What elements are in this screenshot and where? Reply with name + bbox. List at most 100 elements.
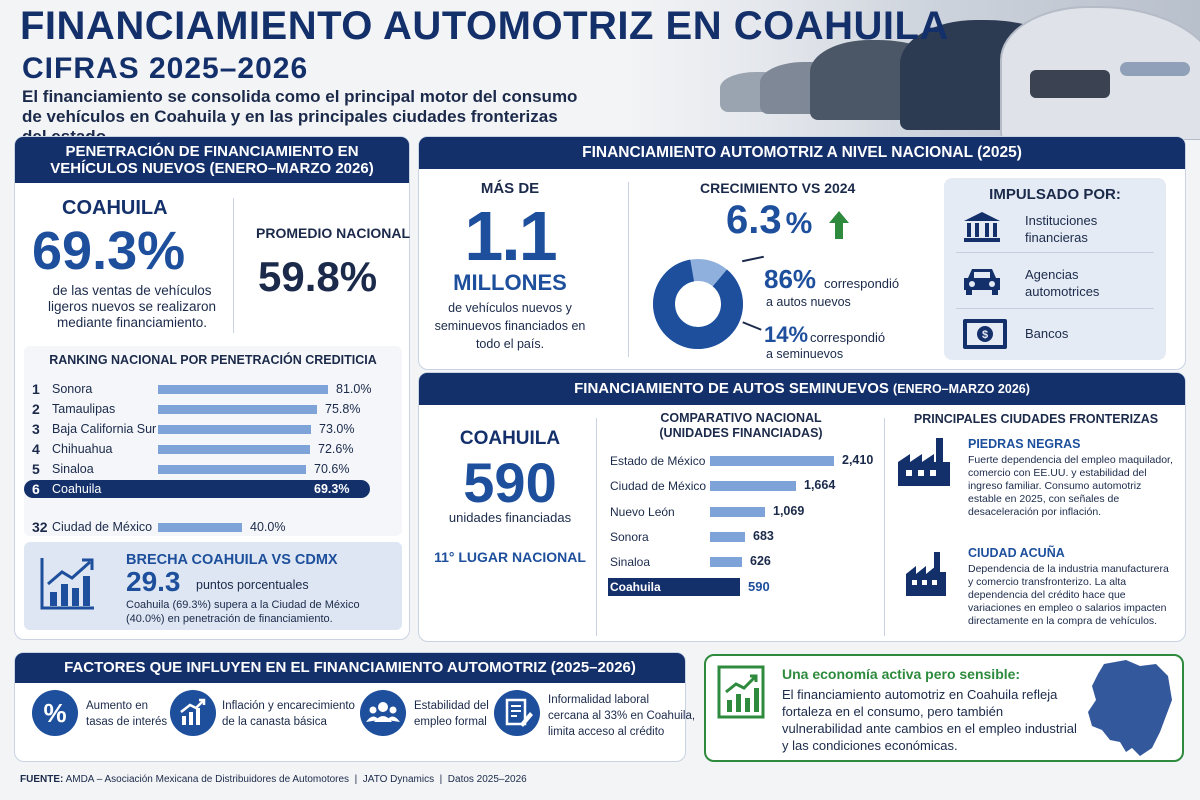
new-share-text: correspondió (824, 276, 900, 291)
ranking-row: 6 Coahuila 69.3% (24, 480, 370, 498)
factor-line: Inflación y encarecimiento (222, 700, 355, 712)
new-share-value: 86% (764, 264, 817, 294)
growth-value: 6.3% (726, 198, 812, 243)
compare-title-line2: (UNIDADES FINANCIADAS) (659, 426, 823, 440)
compare-row: Estado de México 2,410 (608, 452, 898, 470)
ranking-row: 32 Ciudad de México 40.0% (24, 518, 376, 536)
factor-line: limita acceso al crédito (548, 726, 665, 738)
divider (956, 252, 1154, 253)
compare-bar (710, 557, 742, 567)
compare-state-name: Ciudad de México (610, 479, 707, 493)
ranking-row: 4 Chihuahua 72.6% (24, 440, 376, 458)
ranking-state-name: Baja California Sur (52, 422, 157, 436)
page-subtitle: CIFRAS 2025–2026 (22, 52, 309, 85)
city-desc-ciudad-acuna: Dependencia de la industria manufacturer… (968, 563, 1169, 627)
factor-line: de la canasta básica (222, 716, 327, 728)
compare-state-name: Nuevo León (610, 505, 675, 519)
arrow-up-icon (828, 210, 850, 240)
compare-row: Nuevo León 1,069 (608, 503, 898, 521)
donut-new-segment (653, 259, 743, 349)
factor-line: Estabilidad del (414, 700, 489, 712)
car-icon (962, 266, 1002, 296)
national-average-value: 59.8% (258, 253, 378, 300)
growth-label: CRECIMIENTO VS 2024 (700, 180, 856, 196)
used-coahuila-unit: unidades financiadas (448, 510, 572, 525)
rising-chart-icon (170, 690, 216, 736)
ranking-value: 75.8% (325, 402, 361, 416)
ranking-state-name: Sonora (52, 382, 93, 396)
driver-line: Agencias (1025, 267, 1079, 282)
ranking-row: 1 Sonora 81.0% (24, 380, 376, 398)
factor-line: tasas de interés (86, 716, 168, 728)
percent-icon: % (32, 690, 78, 736)
ranking-position: 3 (32, 421, 40, 437)
ranking-position: 1 (32, 381, 40, 397)
gap-value: 29.3 (126, 566, 181, 597)
factor-line: Aumento en (86, 700, 149, 712)
compare-title: COMPARATIVO NACIONAL (UNIDADES FINANCIAD… (606, 411, 876, 441)
compare-row: Sonora 683 (608, 528, 898, 546)
coahuila-penetration-value: 69.3% (32, 221, 186, 281)
ranking-bar (158, 425, 311, 434)
growth-unit: % (785, 207, 813, 240)
used-coahuila-value: 590 (463, 451, 557, 514)
penetration-heading: PENETRACIÓN DE FINANCIAMIENTO EN VEHÍCUL… (15, 137, 409, 183)
national-heading: FINANCIAMIENTO AUTOMOTRIZ A NIVEL NACION… (419, 137, 1185, 169)
used-share-text: correspondió (810, 330, 886, 345)
cars-photo (700, 0, 1200, 140)
footer-source: FUENTE: AMDA – Asociación Mexicana de Di… (20, 774, 527, 785)
factor-line: cercana al 33% en Coahuila, (548, 710, 696, 722)
intro-text: El financiamiento se consolida como el p… (22, 87, 578, 146)
ranking-position: 5 (32, 461, 40, 477)
driver-line: automotrices (1025, 284, 1100, 299)
ranking-bar (158, 445, 310, 454)
penetration-heading-line1: PENETRACIÓN DE FINANCIAMIENTO EN (65, 143, 359, 160)
new-vs-used-donut (653, 259, 743, 349)
used-rank-text: 11° LUGAR NACIONAL (434, 549, 586, 565)
bar-growth-icon (38, 554, 96, 612)
factor-employment: Estabilidad del empleo formal (414, 698, 489, 730)
national-total-desc: de vehículos nuevos y seminuevos financi… (434, 301, 586, 351)
ranking-title: RANKING NACIONAL POR PENETRACIÓN CREDITI… (49, 353, 377, 367)
divider (233, 198, 234, 333)
gap-title: BRECHA COAHUILA VS CDMX (126, 552, 338, 568)
coahuila-label: COAHUILA (62, 197, 168, 219)
ranking-state-name: Coahuila (52, 482, 102, 496)
ranking-row: 3 Baja California Sur 73.0% (24, 420, 376, 438)
used-heading-period: (ENERO–MARZO 2026) (893, 382, 1030, 396)
coahuila-penetration-desc: de las ventas de vehículos ligeros nuevo… (47, 283, 217, 330)
compare-highlight-bar (608, 578, 740, 596)
penetration-heading-line2: VEHÍCULOS NUEVOS (ENERO–MARZO 2026) (50, 160, 374, 177)
divider (596, 418, 597, 636)
drivers-title: IMPULSADO POR: (989, 186, 1121, 203)
ranking-value: 40.0% (250, 520, 286, 534)
driver-line: Instituciones (1025, 213, 1098, 228)
compare-state-name: Coahuila (610, 580, 661, 594)
national-total-number: 1.1 (464, 197, 557, 275)
compare-value: 1,664 (804, 478, 836, 492)
factor-interest-rates: Aumento en tasas de interés (86, 698, 167, 730)
ranking-position: 6 (32, 481, 40, 497)
compare-bar (710, 532, 745, 542)
page-title: FINANCIAMIENTO AUTOMOTRIZ EN COAHUILA (20, 4, 949, 48)
used-heading-main: FINANCIAMIENTO DE AUTOS SEMINUEVOS (574, 380, 889, 397)
driver-line: financieras (1025, 230, 1088, 245)
city-desc-piedras-negras: Fuerte dependencia del empleo maquilador… (968, 454, 1173, 518)
divider (628, 182, 629, 357)
ranking-bar (158, 385, 328, 394)
compare-value: 683 (753, 529, 774, 543)
factors-panel: FACTORES QUE INFLUYEN EN EL FINANCIAMIEN… (14, 652, 686, 762)
city-name-ciudad-acuna: CIUDAD ACUÑA (968, 546, 1065, 560)
factor-informality: Informalidad laboral cercana al 33% en C… (548, 692, 695, 740)
new-share-text2: a autos nuevos (766, 295, 851, 309)
cities-title: PRINCIPALES CIUDADES FRONTERIZAS (913, 412, 1159, 426)
used-share-value: 14% (764, 322, 809, 347)
factory-icon (904, 550, 948, 598)
ranking-state-name: Sinaloa (52, 462, 94, 476)
ranking-box (24, 346, 402, 536)
driver-label-financial: Instituciones financieras (1025, 212, 1097, 246)
factor-line: Informalidad laboral (548, 694, 650, 706)
svg-text:$: $ (982, 329, 988, 341)
ranking-value: 73.0% (319, 422, 355, 436)
compare-row: Ciudad de México 1,664 (608, 477, 898, 495)
